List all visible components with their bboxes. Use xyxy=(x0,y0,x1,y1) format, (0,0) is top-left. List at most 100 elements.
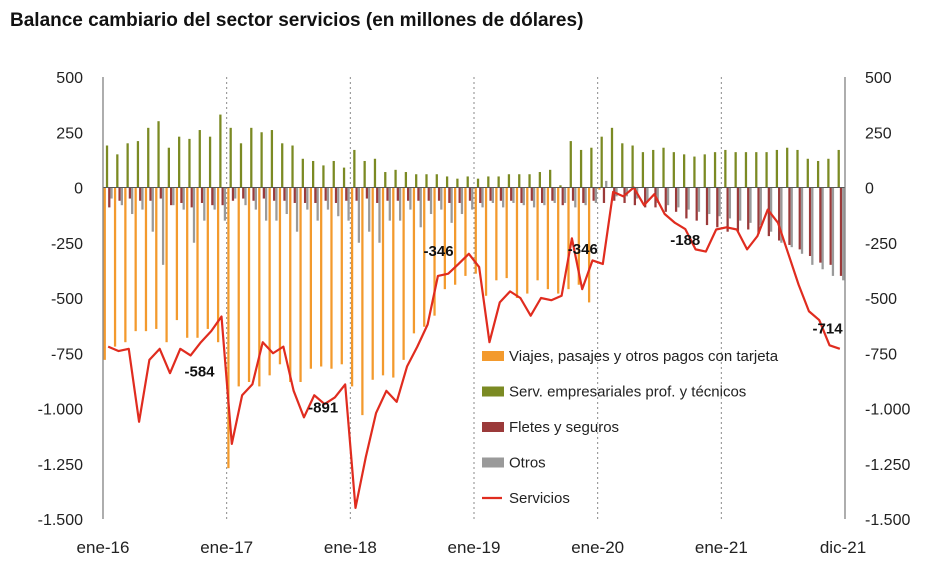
bar xyxy=(610,127,614,188)
bar xyxy=(388,187,391,221)
bar xyxy=(250,127,253,188)
bar xyxy=(151,187,154,232)
bar xyxy=(167,147,170,188)
y-tick-label-right: -1.500 xyxy=(865,512,910,529)
bar xyxy=(231,187,235,201)
bar xyxy=(561,187,564,206)
y-tick-label-right: -1.250 xyxy=(865,457,910,474)
bar xyxy=(703,154,706,188)
bar xyxy=(131,187,134,215)
bar xyxy=(579,149,583,188)
bar xyxy=(365,187,369,199)
data-label: -891 xyxy=(308,399,338,416)
bar xyxy=(474,187,477,274)
bar xyxy=(433,187,436,316)
bar xyxy=(677,187,680,208)
bar xyxy=(724,149,727,188)
bar xyxy=(495,187,498,281)
x-tick-label: ene-21 xyxy=(695,538,748,557)
bar xyxy=(124,187,127,343)
data-label: -714 xyxy=(813,320,844,337)
legend-label: Fletes y seguros xyxy=(509,419,619,436)
bar xyxy=(242,187,245,199)
bar xyxy=(350,187,354,387)
legend-label: Viajes, pasajes y otros pagos con tarjet… xyxy=(509,348,779,365)
y-tick-label-right: -1.000 xyxy=(865,402,910,419)
bar xyxy=(281,143,284,188)
bar xyxy=(582,187,585,203)
bar xyxy=(613,187,616,201)
bar xyxy=(265,187,268,221)
legend-label: Servicios xyxy=(509,490,570,507)
bar xyxy=(587,187,591,303)
x-tick-label: ene-20 xyxy=(571,538,624,557)
bar xyxy=(491,187,494,203)
bar xyxy=(716,187,719,228)
bar xyxy=(590,147,593,188)
bar xyxy=(819,187,822,263)
bar xyxy=(641,152,645,188)
bar xyxy=(190,187,193,208)
bar xyxy=(468,187,472,201)
bar xyxy=(734,152,737,188)
y-tick-label-left: -1.250 xyxy=(38,457,83,474)
bar xyxy=(518,174,521,188)
y-tick-label-right: 500 xyxy=(865,70,892,87)
x-tick-label: dic-21 xyxy=(820,538,866,557)
bar xyxy=(353,149,356,188)
bar xyxy=(159,187,162,199)
y-tick-label-left: -500 xyxy=(51,291,83,308)
y-tick-label-left: 500 xyxy=(56,70,83,87)
bar xyxy=(435,174,438,188)
chart-grid xyxy=(226,77,722,519)
bar xyxy=(705,187,709,226)
bar xyxy=(103,187,106,360)
bar xyxy=(301,158,304,188)
bar xyxy=(484,187,488,296)
bar xyxy=(687,187,690,210)
bar xyxy=(505,187,508,279)
bar xyxy=(376,187,379,203)
bar xyxy=(361,187,364,416)
bar xyxy=(149,187,152,201)
bar xyxy=(510,187,513,201)
data-label: -584 xyxy=(184,364,215,381)
bar xyxy=(429,187,433,215)
bar xyxy=(407,187,410,201)
y-tick-label-left: 250 xyxy=(56,125,83,142)
bar xyxy=(728,187,732,219)
bar xyxy=(161,187,165,265)
bar xyxy=(708,187,711,215)
bar xyxy=(808,187,812,257)
bar xyxy=(775,149,779,188)
bar xyxy=(213,187,216,210)
y-tick-label-right: -750 xyxy=(865,346,897,363)
bar xyxy=(306,187,309,210)
bar xyxy=(118,187,121,201)
bar xyxy=(120,187,123,206)
bar xyxy=(378,187,381,243)
bar xyxy=(221,187,224,206)
bar xyxy=(223,187,227,221)
bar xyxy=(602,187,606,203)
bar xyxy=(299,187,302,382)
bar xyxy=(574,187,577,208)
bar xyxy=(536,187,539,281)
bar xyxy=(126,143,129,188)
bar xyxy=(384,172,387,188)
bar xyxy=(105,145,109,188)
bar xyxy=(594,187,598,203)
bar xyxy=(633,187,637,206)
bar xyxy=(239,143,243,188)
bar xyxy=(219,114,222,188)
bar xyxy=(512,187,515,203)
bar xyxy=(683,154,686,188)
bar xyxy=(644,187,647,208)
bar xyxy=(831,187,835,276)
data-label: -188 xyxy=(670,232,700,249)
bar xyxy=(520,187,523,203)
bar xyxy=(546,187,550,290)
bar xyxy=(584,187,587,206)
bar xyxy=(489,187,492,201)
